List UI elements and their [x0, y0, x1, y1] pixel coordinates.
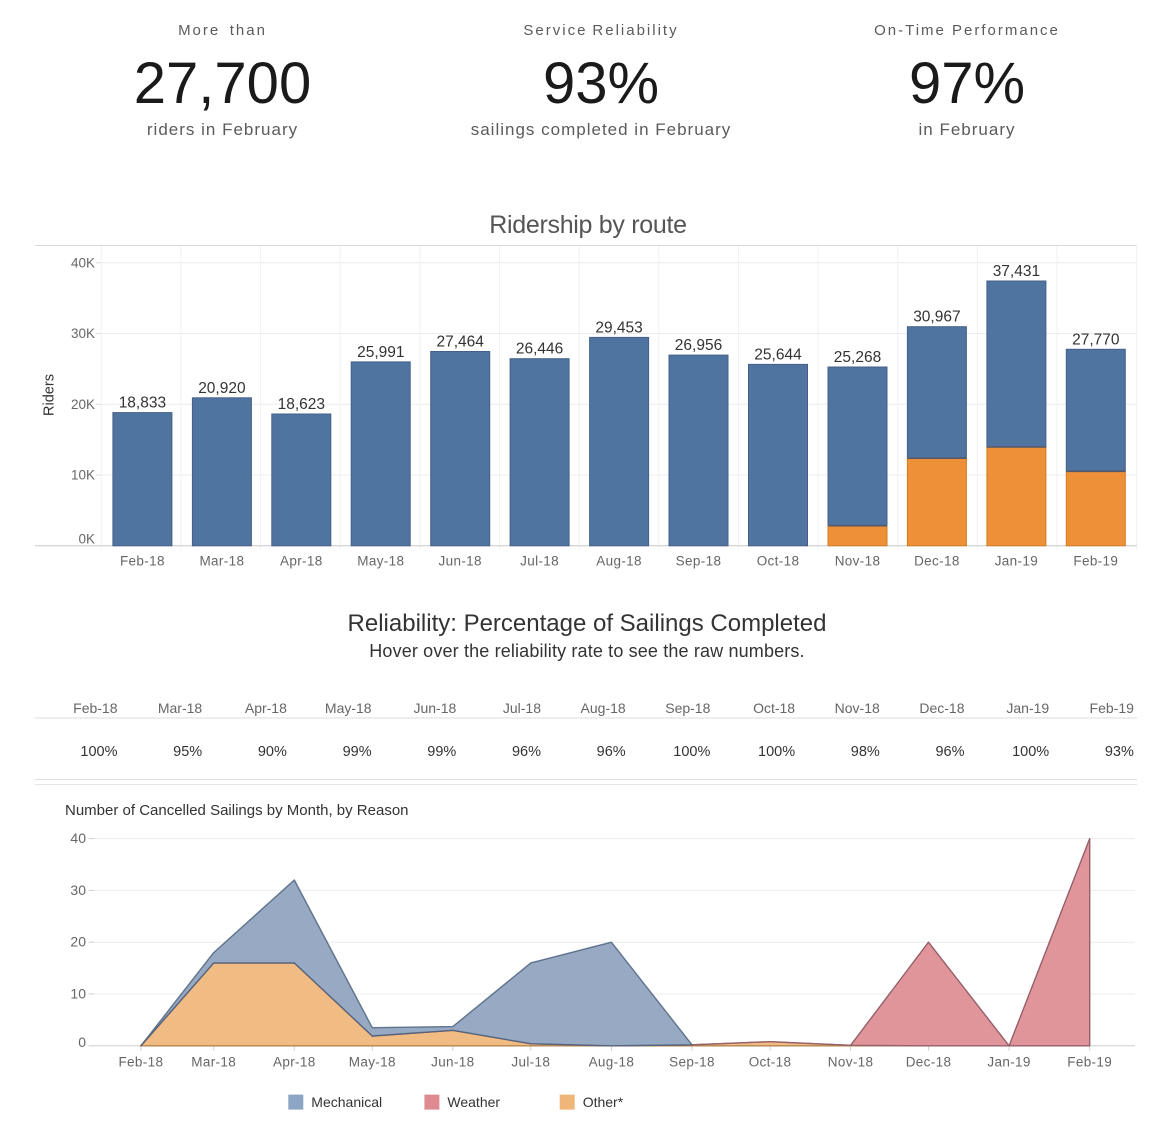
svg-text:96%: 96%: [597, 744, 626, 760]
svg-text:90%: 90%: [258, 744, 287, 760]
svg-text:10: 10: [70, 986, 86, 1002]
svg-text:Oct-18: Oct-18: [753, 700, 795, 716]
svg-text:30: 30: [70, 882, 86, 898]
svg-text:Mar-18: Mar-18: [158, 700, 203, 716]
svg-text:Jul-18: Jul-18: [511, 1055, 550, 1070]
svg-text:98%: 98%: [851, 744, 880, 760]
svg-text:96%: 96%: [935, 744, 964, 760]
svg-text:20,920: 20,920: [198, 380, 246, 397]
svg-text:0K: 0K: [78, 532, 95, 547]
svg-text:Apr-18: Apr-18: [245, 700, 287, 716]
svg-text:Dec-18: Dec-18: [906, 1055, 952, 1070]
svg-text:Ridership by route: Ridership by route: [489, 211, 686, 239]
svg-text:20K: 20K: [71, 397, 95, 412]
svg-text:Nov-18: Nov-18: [835, 700, 880, 716]
svg-text:Oct-18: Oct-18: [749, 1055, 792, 1070]
svg-text:May-18: May-18: [349, 1055, 396, 1070]
svg-text:40K: 40K: [71, 255, 95, 270]
svg-text:Sep-18: Sep-18: [676, 554, 722, 569]
svg-text:Reliability: Percentage of Sai: Reliability: Percentage of Sailings Comp…: [348, 610, 827, 637]
svg-text:30,967: 30,967: [913, 309, 960, 326]
svg-text:Jan-19: Jan-19: [987, 1055, 1030, 1070]
svg-text:Feb-19: Feb-19: [1067, 1055, 1112, 1070]
svg-text:Other*: Other*: [583, 1094, 624, 1110]
svg-text:99%: 99%: [427, 744, 456, 760]
svg-text:Mar-18: Mar-18: [191, 1055, 236, 1070]
svg-text:Oct-18: Oct-18: [757, 554, 800, 569]
svg-text:Feb-19: Feb-19: [1090, 700, 1135, 716]
svg-text:30K: 30K: [71, 326, 95, 341]
svg-text:95%: 95%: [173, 744, 202, 760]
svg-text:97%: 97%: [909, 51, 1025, 116]
svg-text:Weather: Weather: [447, 1094, 500, 1110]
svg-text:Service Reliability: Service Reliability: [523, 22, 678, 39]
svg-text:Feb-18: Feb-18: [120, 554, 165, 569]
svg-text:Hover over the reliability rat: Hover over the reliability rate to see t…: [369, 641, 804, 661]
svg-text:29,453: 29,453: [595, 319, 642, 336]
svg-text:Jul-18: Jul-18: [503, 700, 541, 716]
svg-text:Feb-18: Feb-18: [73, 700, 118, 716]
svg-text:Mar-18: Mar-18: [199, 554, 244, 569]
svg-text:27,770: 27,770: [1072, 331, 1120, 348]
svg-text:25,991: 25,991: [357, 344, 404, 361]
svg-text:93%: 93%: [543, 51, 659, 116]
svg-text:sailings completed in February: sailings completed in February: [471, 120, 732, 139]
svg-text:100%: 100%: [80, 744, 117, 760]
svg-text:Number of Cancelled Sailings b: Number of Cancelled Sailings by Month, b…: [65, 802, 409, 819]
svg-text:37,431: 37,431: [993, 263, 1040, 280]
svg-text:Jun-18: Jun-18: [413, 700, 456, 716]
svg-text:Sep-18: Sep-18: [669, 1055, 715, 1070]
svg-text:100%: 100%: [758, 744, 795, 760]
svg-text:Jan-19: Jan-19: [995, 554, 1038, 569]
svg-text:18,623: 18,623: [278, 396, 325, 413]
svg-text:Feb-18: Feb-18: [118, 1055, 163, 1070]
svg-text:96%: 96%: [512, 744, 541, 760]
svg-text:Apr-18: Apr-18: [273, 1055, 316, 1070]
svg-text:Jun-18: Jun-18: [431, 1055, 474, 1070]
svg-text:100%: 100%: [1012, 744, 1049, 760]
svg-text:Dec-18: Dec-18: [914, 554, 960, 569]
svg-text:18,833: 18,833: [119, 395, 166, 412]
svg-text:May-18: May-18: [357, 554, 404, 569]
svg-text:Riders: Riders: [42, 374, 58, 416]
svg-text:26,956: 26,956: [675, 337, 722, 354]
svg-text:25,644: 25,644: [754, 346, 802, 363]
svg-text:Sep-18: Sep-18: [665, 700, 710, 716]
svg-text:riders in February: riders in February: [147, 120, 298, 139]
svg-text:Nov-18: Nov-18: [828, 1055, 874, 1070]
svg-text:May-18: May-18: [325, 700, 372, 716]
svg-text:93%: 93%: [1105, 744, 1134, 760]
svg-text:27,700: 27,700: [134, 51, 311, 116]
svg-text:Jan-19: Jan-19: [1006, 700, 1049, 716]
svg-text:100%: 100%: [673, 744, 710, 760]
svg-text:Apr-18: Apr-18: [280, 554, 323, 569]
svg-text:More than: More than: [178, 22, 267, 39]
svg-text:Aug-18: Aug-18: [589, 1055, 635, 1070]
svg-text:10K: 10K: [71, 468, 95, 483]
svg-text:Jun-18: Jun-18: [439, 554, 482, 569]
svg-text:Feb-19: Feb-19: [1073, 554, 1118, 569]
svg-text:Nov-18: Nov-18: [835, 554, 881, 569]
svg-text:99%: 99%: [343, 744, 372, 760]
svg-text:Dec-18: Dec-18: [919, 700, 964, 716]
svg-text:25,268: 25,268: [834, 349, 881, 366]
svg-text:20: 20: [70, 934, 86, 950]
svg-text:26,446: 26,446: [516, 341, 563, 358]
svg-text:Mechanical: Mechanical: [311, 1094, 382, 1110]
svg-text:in February: in February: [919, 120, 1016, 139]
svg-text:On-Time Performance: On-Time Performance: [874, 22, 1060, 39]
svg-text:Aug-18: Aug-18: [596, 554, 642, 569]
svg-text:40: 40: [70, 830, 86, 846]
svg-text:0: 0: [78, 1034, 86, 1050]
svg-text:Aug-18: Aug-18: [581, 700, 626, 716]
svg-text:27,464: 27,464: [436, 334, 484, 351]
svg-text:Jul-18: Jul-18: [520, 554, 559, 569]
